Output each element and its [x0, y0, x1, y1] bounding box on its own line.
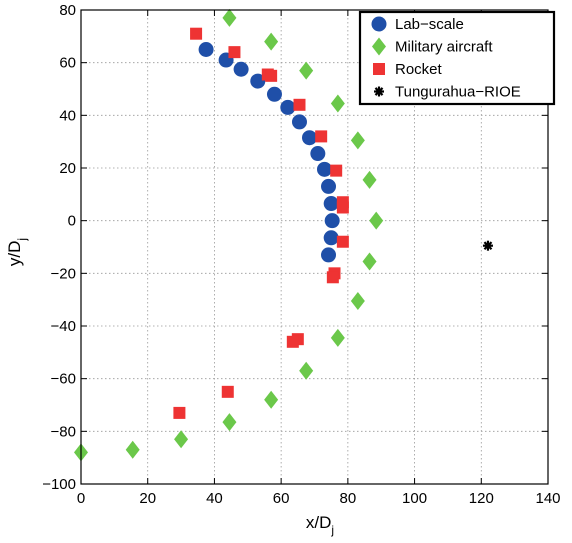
- series-diamond: [74, 8, 384, 462]
- legend-label: Tungurahua−RIOE: [395, 84, 521, 101]
- y-tick-label: 80: [59, 2, 76, 19]
- square-point: [173, 406, 186, 419]
- x-tick-label: 120: [469, 490, 494, 507]
- circle-point: [250, 73, 266, 89]
- x-tick-label: 140: [535, 490, 560, 507]
- diamond-point: [125, 440, 140, 459]
- square-point: [315, 130, 328, 143]
- circle-point: [321, 178, 337, 194]
- diamond-point: [350, 131, 365, 150]
- square-point: [336, 235, 349, 248]
- legend-box: [358, 10, 556, 106]
- square-point: [228, 46, 241, 59]
- axis-ticks: 0 20 40 60 80 100 120 140 −100 −80 −60 −40 −20 0 20 40 6…: [42, 2, 560, 507]
- square-point: [286, 335, 299, 348]
- x-tick-label: 100: [402, 490, 427, 507]
- legend-square-marker: [373, 63, 385, 75]
- y-tick-label: 60: [59, 55, 76, 72]
- data-series: [74, 8, 493, 462]
- series-circle: [198, 42, 340, 263]
- x-tick-label: 40: [206, 490, 223, 507]
- legend-label: Rocket: [395, 61, 443, 78]
- y-tick-label: 20: [59, 160, 76, 177]
- square-point: [330, 164, 343, 177]
- legend-asterisk-marker: [374, 86, 384, 97]
- x-tick-label: 60: [273, 490, 290, 507]
- circle-point: [317, 161, 333, 177]
- y-tick-label: −20: [51, 265, 76, 282]
- square-point: [326, 271, 339, 284]
- circle-point: [233, 61, 249, 77]
- circle-point: [323, 196, 339, 212]
- y-tick-label: 40: [59, 107, 76, 124]
- circle-point: [323, 230, 339, 246]
- y-tick-label: 0: [68, 213, 76, 230]
- diamond-point: [362, 170, 377, 189]
- diamond-point: [369, 211, 384, 230]
- square-point: [190, 27, 203, 40]
- diamond-point: [299, 361, 314, 380]
- diamond-point: [362, 252, 377, 271]
- y-axis-label: y/Dj: [5, 238, 29, 266]
- legend-circle-marker: [371, 16, 387, 32]
- legend: Lab−scale Military aircraft Rocket Tungurah…: [358, 10, 556, 106]
- circle-point: [310, 146, 326, 162]
- diamond-point: [222, 8, 237, 27]
- diamond-point: [350, 291, 365, 310]
- plot-border: [80, 9, 549, 485]
- square-point: [336, 201, 349, 214]
- diamond-point: [174, 430, 189, 449]
- asterisk-core: [484, 242, 491, 249]
- y-tick-label: −80: [51, 423, 76, 440]
- square-point: [221, 385, 234, 398]
- circle-point: [198, 42, 214, 57]
- circle-point: [301, 130, 317, 146]
- asterisk-point: [482, 240, 493, 251]
- diamond-point: [330, 94, 345, 113]
- circle-point: [266, 86, 282, 102]
- legend-diamond-marker: [372, 37, 386, 56]
- circle-point: [291, 114, 307, 130]
- x-axis-label: x/Dj: [306, 513, 334, 537]
- circle-point: [324, 213, 340, 229]
- y-tick-label: −60: [51, 371, 76, 388]
- y-tick-label: −40: [51, 318, 76, 335]
- diamond-point: [299, 61, 314, 80]
- square-point: [265, 69, 278, 82]
- diamond-point: [222, 413, 237, 432]
- legend-label: Military aircraft: [395, 39, 493, 56]
- circle-point: [321, 247, 337, 263]
- y-tick-label: −100: [42, 476, 76, 493]
- square-point: [293, 98, 306, 111]
- x-tick-label: 80: [340, 490, 357, 507]
- x-tick-label: 0: [77, 490, 85, 507]
- diamond-point: [330, 328, 345, 347]
- series-asterisk: [482, 240, 493, 251]
- legend-label: Lab−scale: [395, 16, 464, 33]
- plot-frame: [80, 9, 549, 485]
- asterisk-core: [376, 88, 382, 95]
- circle-point: [280, 99, 296, 115]
- x-tick-label: 20: [139, 490, 156, 507]
- series-square: [173, 27, 349, 419]
- diamond-point: [264, 390, 279, 409]
- diamond-point: [264, 32, 279, 51]
